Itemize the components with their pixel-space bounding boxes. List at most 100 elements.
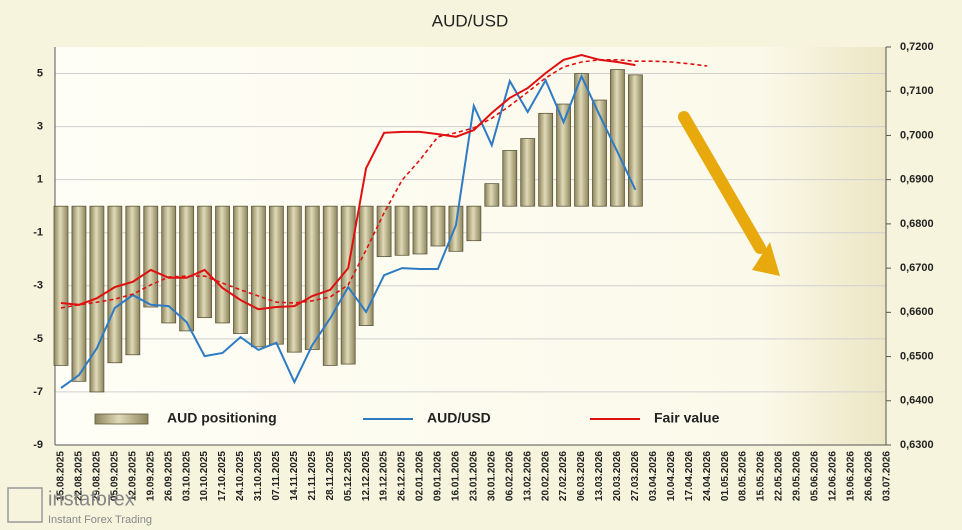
x-tick-label: 06.02.2026: [504, 451, 515, 501]
y2-tick-label: 0,7200: [900, 41, 934, 53]
y2-tick-label: 0,7100: [900, 85, 934, 97]
x-tick-label: 23.01.2026: [468, 451, 479, 501]
bar: [161, 205, 177, 324]
x-tick-label: 17.04.2026: [684, 451, 695, 501]
bar: [502, 150, 518, 207]
x-tick-label: 16.01.2026: [451, 451, 462, 501]
x-tick-label: 05.12.2025: [343, 451, 354, 501]
x-tick-label: 29.05.2026: [792, 451, 803, 501]
x-tick-label: 19.12.2025: [379, 451, 390, 501]
x-tick-label: 03.04.2026: [648, 451, 659, 501]
arrow: [678, 111, 780, 276]
x-tick-label: 31.10.2025: [253, 451, 264, 501]
bar: [412, 205, 428, 255]
y-tick-label: 5: [37, 67, 43, 79]
x-tick-label: 26.09.2025: [163, 451, 174, 501]
x-tick-label: 26.06.2026: [863, 451, 874, 501]
bar: [466, 205, 482, 242]
x-tick-label: 05.09.2025: [109, 451, 120, 501]
x-tick-label: 26.12.2025: [397, 451, 408, 501]
line: [60, 53, 636, 311]
bar: [556, 103, 571, 207]
y-tick-label: -9: [33, 439, 43, 451]
x-tick-label: 28.11.2025: [325, 451, 336, 501]
legend-label: AUD/USD: [427, 410, 491, 426]
bar: [197, 205, 213, 319]
x-tick-label: 14.11.2025: [289, 451, 300, 501]
bar: [520, 138, 536, 207]
x-tick-label: 19.09.2025: [145, 451, 156, 501]
bar: [71, 205, 87, 382]
bar: [484, 183, 500, 207]
tagline: Instant Forex Trading: [48, 514, 152, 526]
bar: [251, 205, 266, 348]
bar: [125, 205, 141, 356]
x-tick-label: 15.05.2026: [756, 451, 767, 501]
brand: instaforex: [48, 488, 135, 510]
logo: instaforex Instant Forex Trading: [7, 487, 152, 526]
x-tick-label: 27.03.2026: [630, 451, 641, 501]
x-tick-label: 10.04.2026: [666, 451, 677, 501]
x-tick-label: 06.03.2026: [576, 451, 587, 501]
y2-tick-label: 0,6500: [900, 350, 934, 362]
bar: [358, 205, 374, 326]
bar: [268, 205, 284, 345]
x-tick-label: 10.10.2025: [199, 451, 210, 501]
x-tick-label: 13.02.2026: [522, 451, 533, 501]
x-tick-label: 03.10.2025: [181, 451, 192, 501]
bar: [322, 205, 338, 366]
bar: [394, 205, 410, 256]
x-tick-label: 20.03.2026: [612, 451, 623, 501]
x-tick-label: 24.10.2025: [235, 451, 246, 501]
x-tick-label: 24.04.2026: [702, 451, 713, 501]
x-tick-label: 07.11.2025: [271, 451, 282, 501]
x-tick-label: 17.10.2025: [217, 451, 228, 501]
y-tick-label: -7: [33, 386, 43, 398]
line: [60, 73, 637, 389]
x-tick-label: 22.05.2026: [774, 451, 785, 501]
x-tick-label: 29.08.2025: [92, 451, 103, 501]
bar: [610, 69, 625, 207]
x-tick-label: 03.07.2026: [881, 451, 892, 501]
bar: [538, 112, 554, 207]
bar: [430, 205, 446, 247]
bar: [448, 205, 464, 252]
x-tick-label: 22.08.2025: [74, 451, 85, 501]
x-tick-label: 12.09.2025: [127, 451, 138, 501]
y2-tick-label: 0,6800: [900, 218, 934, 230]
y2-tick-label: 0,7000: [900, 129, 934, 141]
bar: [286, 205, 302, 353]
y-tick-label: 1: [37, 174, 43, 186]
chart-title: AUD/USD: [432, 11, 509, 30]
bar: [304, 205, 320, 350]
bar: [143, 205, 159, 308]
y-tick-label: -5: [33, 333, 43, 345]
y2-tick-label: 0,6400: [900, 395, 934, 407]
y2-tick-label: 0,6600: [900, 306, 934, 318]
x-tick-label: 08.05.2026: [738, 451, 749, 501]
y-tick-label: 3: [37, 121, 43, 133]
bar: [574, 73, 589, 207]
legend-label: AUD positioning: [167, 410, 277, 426]
y2-tick-label: 0,6700: [900, 262, 934, 274]
layer: -9 -7 -5 -3 -1 1 3 5 0,6300 0,6400 0,6500 0,6600 0,6…: [33, 41, 933, 501]
x-tick-label: 05.06.2026: [810, 451, 821, 501]
legend-label: Fair value: [654, 410, 720, 426]
bar: [233, 205, 248, 334]
x-tick-label: 30.01.2026: [486, 451, 497, 501]
x-tick-label: 02.01.2026: [415, 451, 426, 501]
x-tick-label: 09.01.2026: [433, 451, 444, 501]
bar: [215, 205, 230, 324]
x-tick-label: 15.08.2025: [56, 451, 67, 501]
x-tick-label: 12.12.2025: [361, 451, 372, 501]
bar: [179, 205, 195, 332]
y2-tick-label: 0,6300: [900, 439, 934, 451]
x-tick-label: 21.11.2025: [307, 451, 318, 501]
bar: [628, 74, 643, 207]
dashed-line: [60, 59, 708, 309]
bar: [592, 99, 607, 207]
y2-tick-label: 0,6900: [900, 174, 934, 186]
bar: [107, 205, 123, 364]
x-tick-label: 20.02.2026: [540, 451, 551, 501]
